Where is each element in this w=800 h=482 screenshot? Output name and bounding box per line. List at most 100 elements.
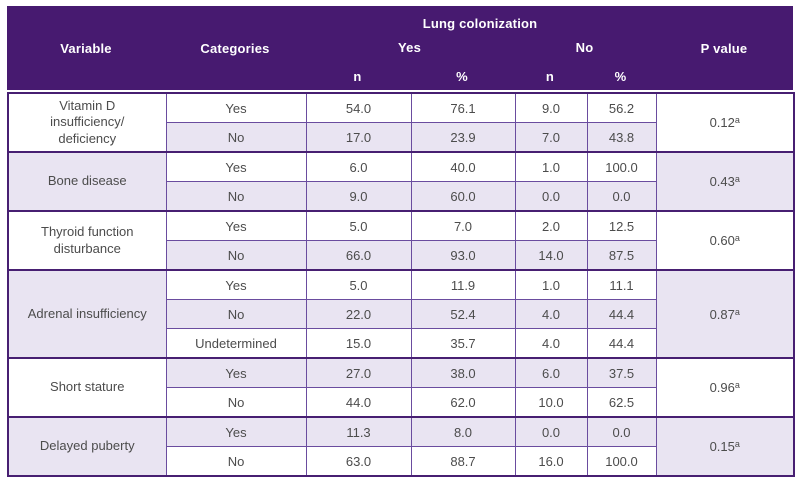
table-row: Bone disease Yes 6.0 40.0 1.0 100.0 0.43… — [7, 151, 795, 212]
p-value-cell: 0.96a — [655, 357, 795, 418]
group-vitamin-d: Vitamin D insufficiency/ deficiency Yes … — [7, 92, 795, 153]
no-n-cell: 9.0 — [514, 92, 588, 123]
category-cell: Yes — [165, 92, 307, 123]
table-row: No 63.0 88.7 16.0 100.0 — [8, 446, 794, 477]
lung-colonization-table: Vitamin D insufficiency/ deficiency Yes … — [7, 92, 795, 477]
no-pct-cell: 87.5 — [586, 240, 657, 271]
category-cell: No — [165, 299, 307, 329]
yes-n-cell: 54.0 — [305, 92, 412, 123]
yes-n-cell: 17.0 — [305, 122, 412, 153]
no-pct-cell: 12.5 — [586, 210, 657, 241]
no-pct-cell: 0.0 — [586, 416, 657, 447]
header-yes: Yes — [397, 39, 421, 55]
table-row: No 66.0 93.0 14.0 87.5 — [8, 240, 794, 271]
p-value-footnote: a — [734, 306, 740, 317]
yes-pct-cell: 93.0 — [410, 240, 516, 271]
yes-n-cell: 15.0 — [305, 328, 412, 359]
yes-n-cell: 5.0 — [305, 269, 412, 300]
variable-cell: Bone disease — [7, 151, 167, 212]
no-pct-cell: 100.0 — [586, 446, 657, 477]
header-variable: Variable — [60, 40, 112, 56]
no-n-cell: 4.0 — [514, 328, 588, 359]
no-n-cell: 0.0 — [514, 181, 588, 212]
yes-pct-cell: 38.0 — [410, 357, 516, 388]
no-n-cell: 1.0 — [514, 269, 588, 300]
p-value: 0.43 — [709, 174, 735, 189]
header-no-pct: % — [614, 68, 627, 84]
yes-pct-cell: 76.1 — [410, 92, 516, 123]
category-cell: Yes — [165, 416, 307, 447]
category-cell: Yes — [165, 357, 307, 388]
p-value-cell: 0.15a — [655, 416, 795, 477]
p-value: 0.87 — [709, 306, 735, 322]
group-thyroid: Thyroid function disturbance Yes 5.0 7.0… — [7, 210, 795, 271]
table-row: No 22.0 52.4 4.0 44.4 — [8, 299, 794, 329]
no-pct-cell: 11.1 — [586, 269, 657, 300]
yes-pct-cell: 8.0 — [410, 416, 516, 447]
yes-n-cell: 27.0 — [305, 357, 412, 388]
yes-n-cell: 22.0 — [305, 299, 412, 329]
category-cell: No — [165, 387, 307, 418]
variable-cell: Adrenal insufficiency — [7, 269, 167, 359]
yes-n-cell: 63.0 — [305, 446, 412, 477]
variable-cell: Vitamin D insufficiency/ deficiency — [7, 92, 167, 153]
yes-pct-cell: 11.9 — [410, 269, 516, 300]
no-n-cell: 2.0 — [514, 210, 588, 241]
p-value-footnote: a — [734, 174, 740, 184]
category-cell: No — [165, 122, 307, 153]
category-cell: No — [165, 240, 307, 271]
p-value: 0.60 — [709, 233, 735, 248]
p-value-footnote: a — [734, 380, 740, 390]
yes-pct-cell: 7.0 — [410, 210, 516, 241]
no-n-cell: 10.0 — [514, 387, 588, 418]
group-bone-disease: Bone disease Yes 6.0 40.0 1.0 100.0 0.43… — [7, 151, 795, 212]
no-n-cell: 7.0 — [514, 122, 588, 153]
no-pct-cell: 43.8 — [586, 122, 657, 153]
table-row: No 44.0 62.0 10.0 62.5 — [8, 387, 794, 418]
yes-pct-cell: 23.9 — [410, 122, 516, 153]
table-row: Short stature Yes 27.0 38.0 6.0 37.5 0.9… — [7, 357, 795, 418]
p-value-cell: 0.12a — [655, 92, 795, 153]
yes-pct-cell: 52.4 — [410, 299, 516, 329]
table-header: Variable Categories Lung colonization Ye… — [7, 6, 793, 90]
group-delayed-puberty: Delayed puberty Yes 11.3 8.0 0.0 0.0 0.1… — [7, 416, 795, 477]
header-no-n: n — [545, 68, 555, 84]
header-lung-colonization: Lung colonization — [422, 16, 538, 31]
no-pct-cell: 44.4 — [586, 328, 657, 359]
p-value: 0.15 — [709, 439, 735, 454]
variable-cell: Short stature — [7, 357, 167, 418]
table-row: Adrenal insufficiency Yes 5.0 11.9 1.0 1… — [7, 269, 795, 359]
table-row: Undetermined 15.0 35.7 4.0 44.4 — [8, 328, 794, 359]
category-cell: Undetermined — [165, 328, 307, 359]
p-value: 0.96 — [709, 380, 735, 395]
table-row: No 9.0 60.0 0.0 0.0 — [8, 181, 794, 212]
yes-pct-cell: 35.7 — [410, 328, 516, 359]
header-p-value: P value — [700, 40, 748, 56]
no-n-cell: 6.0 — [514, 357, 588, 388]
p-value-cell: 0.60a — [655, 210, 795, 271]
p-value-footnote: a — [734, 115, 740, 125]
yes-n-cell: 5.0 — [305, 210, 412, 241]
no-n-cell: 0.0 — [514, 416, 588, 447]
header-yes-pct: % — [456, 68, 468, 84]
no-pct-cell: 56.2 — [586, 92, 657, 123]
header-yes-n: n — [353, 68, 362, 84]
yes-pct-cell: 88.7 — [410, 446, 516, 477]
variable-cell: Delayed puberty — [7, 416, 167, 477]
no-pct-cell: 100.0 — [586, 151, 657, 182]
table-row: Thyroid function disturbance Yes 5.0 7.0… — [7, 210, 795, 271]
no-n-cell: 16.0 — [514, 446, 588, 477]
no-n-cell: 14.0 — [514, 240, 588, 271]
category-cell: No — [165, 446, 307, 477]
no-pct-cell: 37.5 — [586, 357, 657, 388]
p-value-footnote: a — [734, 233, 740, 243]
yes-pct-cell: 40.0 — [410, 151, 516, 182]
header-categories: Categories — [200, 40, 270, 56]
group-short-stature: Short stature Yes 27.0 38.0 6.0 37.5 0.9… — [7, 357, 795, 418]
no-pct-cell: 44.4 — [586, 299, 657, 329]
p-value: 0.12 — [709, 115, 735, 130]
p-value-footnote: a — [734, 439, 740, 449]
header-no: No — [575, 39, 594, 55]
no-pct-cell: 0.0 — [586, 181, 657, 212]
